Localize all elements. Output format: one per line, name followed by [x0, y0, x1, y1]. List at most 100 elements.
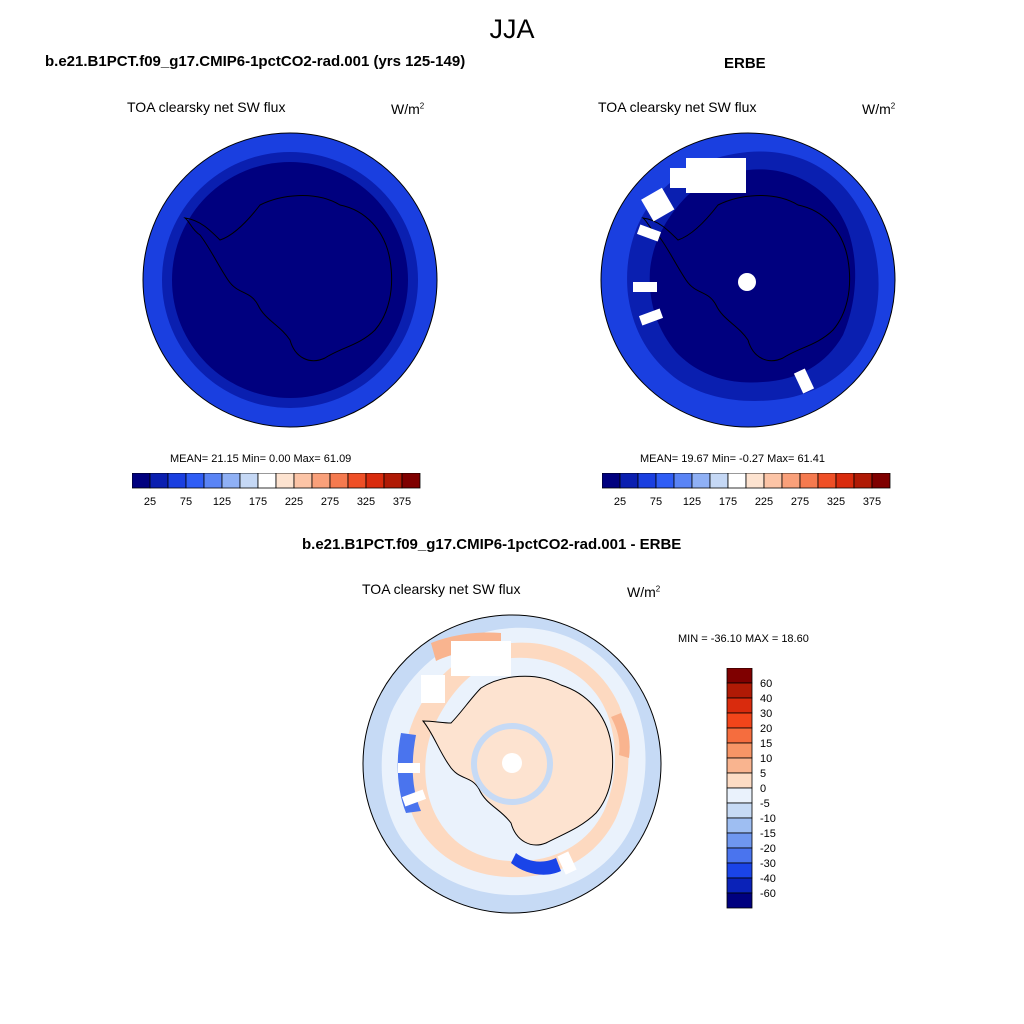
obs-colorbar-box: [602, 473, 621, 489]
model-colorbar-label: 75: [180, 496, 192, 508]
obs-colorbar-box: [781, 473, 801, 489]
diff-colorbar-box: [726, 892, 753, 909]
obs-colorbar-box: [853, 473, 873, 489]
diff-colorbar-label: 30: [760, 708, 772, 720]
diff-colorbar-label: -20: [760, 843, 776, 855]
obs-colorbar-label: 325: [827, 496, 845, 508]
obs-missing-data-patch: [636, 224, 662, 242]
model-polar-map: [142, 132, 438, 428]
obs-colorbar-box: [655, 473, 675, 489]
model-colorbar-label: 275: [321, 496, 339, 508]
diff-inner-ring: [471, 723, 553, 805]
obs-colorbar-box: [673, 473, 693, 489]
model-colorbar-label: 25: [144, 496, 156, 508]
obs-missing-data-patch: [793, 368, 815, 394]
obs-panel-title: ERBE: [724, 55, 766, 72]
model-colorbar-label: 225: [285, 496, 303, 508]
diff-colorbar-boxes: [726, 668, 753, 909]
model-colorbar-box: [329, 473, 349, 489]
model-panel-title: b.e21.B1PCT.f09_g17.CMIP6-1pctCO2-rad.00…: [45, 53, 466, 70]
obs-polar-map: [600, 132, 896, 428]
diff-colorbar-box: [726, 862, 753, 879]
diff-missing-data-patch: [401, 789, 427, 807]
diff-colorbar-label: 15: [760, 738, 772, 750]
diff-negative-anomaly: [511, 853, 561, 875]
obs-colorbar-label: 25: [614, 496, 626, 508]
model-antarctica-outline: [183, 195, 393, 362]
obs-colorbar-box: [709, 473, 729, 489]
diff-colorbar-label: 0: [760, 783, 766, 795]
obs-missing-data-patch: [633, 282, 657, 292]
model-colorbar-boxes: [132, 473, 421, 489]
model-colorbar-label: 325: [357, 496, 375, 508]
diff-colorbar-box: [726, 727, 753, 744]
diff-colorbar-label: -60: [760, 888, 776, 900]
model-units-label: W/m2: [391, 101, 425, 117]
obs-variable-label: TOA clearsky net SW flux: [598, 99, 757, 115]
diff-variable-label: TOA clearsky net SW flux: [362, 581, 521, 597]
obs-colorbar-box: [871, 473, 891, 489]
diff-colorbar-box: [726, 668, 753, 684]
model-colorbar-box: [365, 473, 385, 489]
model-colorbar-box: [257, 473, 277, 489]
obs-colorbar-box: [727, 473, 747, 489]
model-inner-disk: [172, 162, 408, 398]
obs-antarctica-outline: [641, 195, 851, 362]
diff-colorbar-box: [726, 697, 753, 714]
diff-missing-data-patch: [451, 641, 511, 676]
model-colorbar-box: [132, 473, 151, 489]
diff-colorbar-label: -10: [760, 813, 776, 825]
obs-colorbar-label: 275: [791, 496, 809, 508]
obs-colorbar-box: [691, 473, 711, 489]
obs-colorbar-box: [637, 473, 657, 489]
obs-colorbar-box: [817, 473, 837, 489]
obs-units-label: W/m2: [862, 101, 896, 117]
model-stats: MEAN= 21.15 Min= 0.00 Max= 61.09: [170, 453, 352, 465]
diff-colorbar-box: [726, 877, 753, 894]
diff-units-label: W/m2: [627, 584, 661, 600]
diff-positive-anomaly: [611, 713, 630, 758]
diff-colorbar-label: -40: [760, 873, 776, 885]
diff-missing-data-patch: [557, 851, 577, 875]
diff-missing-data-patch: [421, 675, 445, 703]
model-colorbar-label: 175: [249, 496, 267, 508]
diff-map-border: [362, 614, 662, 914]
diff-colorbar-box: [726, 817, 753, 834]
model-colorbar-box: [383, 473, 403, 489]
obs-colorbar-label: 375: [863, 496, 881, 508]
diff-colorbar-label: -5: [760, 798, 770, 810]
model-colorbar-box: [293, 473, 313, 489]
obs-colorbar-label: 75: [650, 496, 662, 508]
obs-missing-data-patch: [638, 308, 664, 326]
diff-stats: MIN = -36.10 MAX = 18.60: [678, 633, 809, 645]
diff-colorbar-box: [726, 757, 753, 774]
figure-title: JJA: [489, 14, 535, 44]
diff-colorbar-box: [726, 802, 753, 819]
diff-colorbar-box: [726, 742, 753, 759]
model-colorbar-box: [167, 473, 187, 489]
obs-colorbar-label: 175: [719, 496, 737, 508]
diff-colorbar-label: 10: [760, 753, 772, 765]
diff-colorbar-label: -30: [760, 858, 776, 870]
model-colorbar-box: [149, 473, 169, 489]
diff-panel-title: b.e21.B1PCT.f09_g17.CMIP6-1pctCO2-rad.00…: [302, 536, 682, 553]
obs-missing-data-patch: [641, 187, 675, 222]
model-colorbar-box: [311, 473, 331, 489]
model-colorbar-box: [221, 473, 241, 489]
diff-colorbar-box: [726, 832, 753, 849]
diff-colorbar-label: -15: [760, 828, 776, 840]
diff-colorbar-label: 5: [760, 768, 766, 780]
obs-colorbar: 25 75 125 175 225 275 325 375: [602, 473, 891, 508]
obs-missing-data-patch: [670, 168, 690, 188]
model-colorbar-label: 375: [393, 496, 411, 508]
diff-colorbar-box: [726, 847, 753, 864]
obs-colorbar-box: [619, 473, 639, 489]
model-colorbar-box: [275, 473, 295, 489]
diff-missing-data-patch: [398, 763, 420, 773]
obs-colorbar-box: [799, 473, 819, 489]
obs-colorbar-labels: 25 75 125 175 225 275 325 375: [614, 496, 881, 508]
obs-colorbar-box: [763, 473, 783, 489]
model-colorbar-labels: 25 75 125 175 225 275 325 375: [144, 496, 411, 508]
diff-polar-map: [362, 614, 662, 914]
obs-colorbar-boxes: [602, 473, 891, 489]
